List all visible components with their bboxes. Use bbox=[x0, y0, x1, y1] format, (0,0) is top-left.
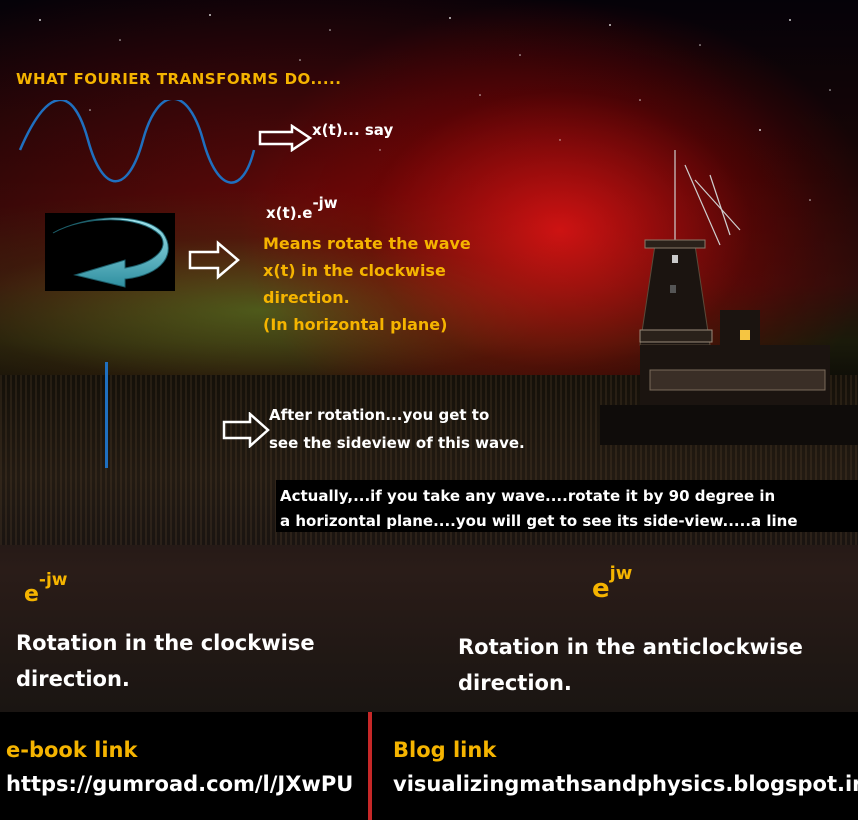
anticlockwise-caption-line: Rotation in the anticlockwise bbox=[458, 635, 803, 659]
exp-superscript: jw bbox=[609, 563, 633, 584]
starfield bbox=[39, 14, 831, 201]
formula-clockwise: x(t).e-jw bbox=[266, 194, 338, 222]
explanation-line: x(t) in the clockwise bbox=[263, 261, 446, 280]
sideview-line-graphic bbox=[105, 362, 108, 468]
ebook-link[interactable]: https://gumroad.com/l/JXwPU bbox=[6, 772, 354, 796]
clockwise-caption: Rotation in the clockwise direction. bbox=[16, 625, 315, 697]
exp-positive: ejw bbox=[592, 556, 633, 604]
clockwise-caption-line: Rotation in the clockwise bbox=[16, 631, 315, 655]
plane-note: (In horizontal plane) bbox=[263, 315, 448, 334]
page-title: WHAT FOURIER TRANSFORMS DO..... bbox=[16, 70, 342, 88]
footer bbox=[0, 712, 858, 820]
footer-divider bbox=[368, 712, 372, 820]
exp-negative: e-jw bbox=[24, 566, 68, 607]
caption-text: Actually,...if you take any wave....rota… bbox=[280, 484, 798, 534]
exp-superscript: -jw bbox=[38, 570, 68, 590]
after-rotation-text: After rotation...you get to see the side… bbox=[269, 401, 525, 457]
blog-link[interactable]: visualizingmathsandphysics.blogspot.in bbox=[393, 772, 858, 796]
exp-base: e bbox=[592, 574, 610, 604]
ebook-label: e-book link bbox=[6, 738, 138, 762]
clockwise-caption-line: direction. bbox=[16, 667, 130, 691]
anticlockwise-caption: Rotation in the anticlockwise direction. bbox=[458, 629, 803, 701]
blog-label: Blog link bbox=[393, 738, 497, 762]
caption-line: Actually,...if you take any wave....rota… bbox=[280, 487, 776, 505]
explanation-line: Means rotate the wave bbox=[263, 234, 471, 253]
after-rotation-line: see the sideview of this wave. bbox=[269, 434, 525, 452]
rotation-arrow-image bbox=[45, 213, 175, 291]
right-arrow-icon bbox=[188, 240, 240, 280]
sine-wave-graphic bbox=[18, 100, 256, 184]
wave-label: x(t)... say bbox=[312, 121, 394, 139]
formula-exponent: -jw bbox=[312, 194, 338, 212]
formula-base: x(t).e bbox=[266, 204, 313, 222]
exp-base: e bbox=[24, 582, 39, 607]
explanation-line: direction. bbox=[263, 288, 350, 307]
clockwise-explanation: Means rotate the wave x(t) in the clockw… bbox=[263, 230, 471, 311]
after-rotation-line: After rotation...you get to bbox=[269, 406, 490, 424]
right-arrow-icon bbox=[222, 412, 270, 448]
caption-box bbox=[276, 480, 858, 532]
rotate-arrow-icon bbox=[52, 217, 169, 288]
windmill-illustration bbox=[600, 150, 858, 445]
anticlockwise-caption-line: direction. bbox=[458, 671, 572, 695]
caption-line: a horizontal plane....you will get to se… bbox=[280, 512, 798, 530]
right-arrow-icon bbox=[258, 124, 313, 152]
